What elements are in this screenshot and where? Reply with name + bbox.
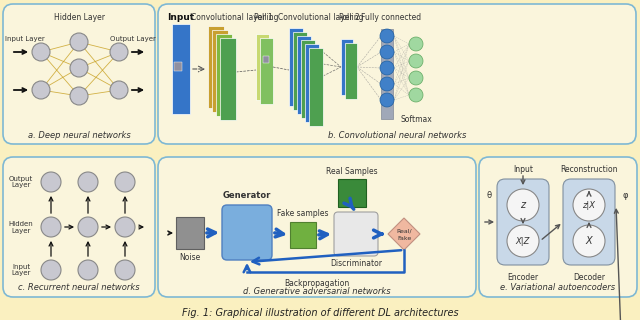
Text: Fake samples: Fake samples	[277, 209, 329, 218]
Circle shape	[70, 33, 88, 51]
Bar	[289, 28, 303, 106]
Circle shape	[380, 29, 394, 43]
Text: φ: φ	[622, 190, 628, 199]
Circle shape	[41, 172, 61, 192]
Circle shape	[507, 225, 539, 257]
Circle shape	[78, 260, 98, 280]
Text: Polling: Polling	[253, 12, 279, 21]
Bar	[256, 34, 269, 100]
Bar	[297, 36, 311, 114]
Circle shape	[115, 217, 135, 237]
Text: Polling: Polling	[339, 12, 364, 21]
Circle shape	[32, 81, 50, 99]
Bar	[305, 44, 319, 122]
FancyBboxPatch shape	[158, 157, 476, 297]
Circle shape	[409, 54, 423, 68]
Circle shape	[70, 87, 88, 105]
Text: Convolutional layer 1: Convolutional layer 1	[191, 12, 273, 21]
Text: z: z	[520, 200, 525, 210]
Bar	[220, 38, 236, 120]
Text: Discriminator: Discriminator	[330, 260, 382, 268]
Bar	[216, 34, 232, 116]
Text: Convolutional layer 2: Convolutional layer 2	[278, 12, 360, 21]
Bar	[293, 32, 307, 110]
Text: θ: θ	[486, 190, 492, 199]
Text: Real/: Real/	[396, 228, 412, 234]
Text: Fake: Fake	[397, 236, 411, 242]
Bar	[290, 222, 316, 248]
Text: Real Samples: Real Samples	[326, 166, 378, 175]
FancyBboxPatch shape	[563, 179, 615, 265]
FancyBboxPatch shape	[479, 157, 637, 297]
FancyBboxPatch shape	[334, 212, 378, 256]
Bar	[172, 24, 190, 114]
Circle shape	[409, 37, 423, 51]
Text: a. Deep neural networks: a. Deep neural networks	[28, 131, 131, 140]
Bar	[301, 40, 315, 118]
Circle shape	[110, 81, 128, 99]
Text: Encoder: Encoder	[508, 273, 539, 282]
FancyBboxPatch shape	[158, 4, 636, 144]
Text: z|X: z|X	[582, 201, 595, 210]
Circle shape	[573, 189, 605, 221]
Text: Output Layer: Output Layer	[110, 36, 156, 42]
Text: Input: Input	[513, 165, 533, 174]
Text: X|Z: X|Z	[516, 236, 530, 245]
Text: Input Layer: Input Layer	[5, 36, 45, 42]
Bar	[174, 62, 182, 71]
Circle shape	[573, 225, 605, 257]
Circle shape	[380, 61, 394, 75]
FancyBboxPatch shape	[222, 205, 272, 260]
FancyBboxPatch shape	[3, 4, 155, 144]
Text: e. Variational autoencoders: e. Variational autoencoders	[500, 284, 616, 292]
Bar	[341, 39, 353, 95]
Text: Fully connected: Fully connected	[361, 12, 421, 21]
Circle shape	[380, 93, 394, 107]
Bar	[263, 56, 269, 63]
Bar	[260, 38, 273, 104]
Circle shape	[78, 217, 98, 237]
Bar	[309, 48, 323, 126]
Circle shape	[41, 260, 61, 280]
Circle shape	[380, 45, 394, 59]
Bar	[345, 43, 357, 99]
Bar	[176, 217, 204, 249]
Circle shape	[507, 189, 539, 221]
Bar	[338, 179, 366, 207]
Text: Generator: Generator	[223, 191, 271, 201]
Text: Output
Layer: Output Layer	[9, 175, 33, 188]
Circle shape	[41, 217, 61, 237]
Circle shape	[78, 172, 98, 192]
Text: Hidden
Layer: Hidden Layer	[8, 220, 33, 234]
Text: Fig. 1: Graphical illustration of different DL architectures: Fig. 1: Graphical illustration of differ…	[182, 308, 458, 318]
Circle shape	[70, 59, 88, 77]
Bar	[381, 29, 393, 119]
FancyBboxPatch shape	[497, 179, 549, 265]
Circle shape	[32, 43, 50, 61]
Polygon shape	[388, 218, 420, 250]
Text: Input
Layer: Input Layer	[12, 263, 31, 276]
Text: Input: Input	[168, 12, 195, 21]
Text: Decoder: Decoder	[573, 273, 605, 282]
Text: Backpropagation: Backpropagation	[284, 278, 349, 287]
Circle shape	[110, 43, 128, 61]
Circle shape	[409, 88, 423, 102]
Text: Noise: Noise	[179, 252, 200, 261]
Circle shape	[409, 71, 423, 85]
Text: Reconstruction: Reconstruction	[560, 165, 618, 174]
Bar	[212, 30, 228, 112]
Text: b. Convolutional neural networks: b. Convolutional neural networks	[328, 131, 466, 140]
Circle shape	[115, 172, 135, 192]
Text: X: X	[586, 236, 592, 246]
Bar	[208, 26, 224, 108]
Circle shape	[115, 260, 135, 280]
FancyBboxPatch shape	[3, 157, 155, 297]
Text: Hidden Layer: Hidden Layer	[54, 13, 104, 22]
Circle shape	[380, 77, 394, 91]
Bar	[312, 60, 318, 67]
Text: Softmax: Softmax	[400, 115, 432, 124]
Text: d. Generative adversarial networks: d. Generative adversarial networks	[243, 286, 391, 295]
Text: c. Recurrent neural networks: c. Recurrent neural networks	[18, 284, 140, 292]
